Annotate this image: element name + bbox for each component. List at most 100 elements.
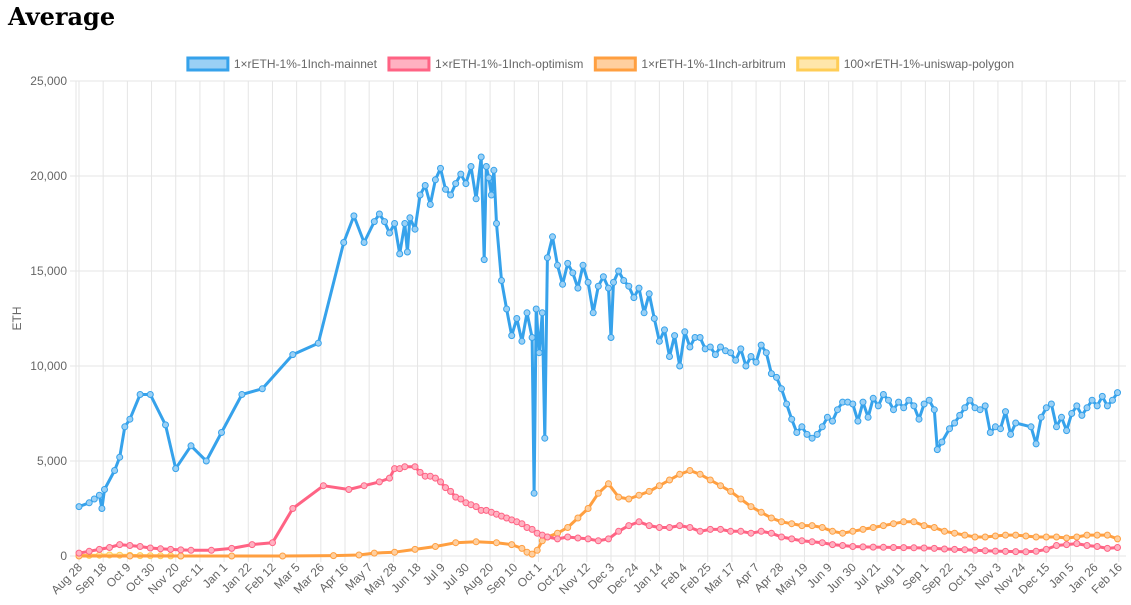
data-point [386, 229, 393, 237]
data-point [101, 486, 108, 493]
legend-label: 1×rETH-1%-1Inch-arbitrum [641, 57, 785, 71]
data-point [126, 552, 134, 560]
data-point [732, 356, 740, 364]
data-point [605, 480, 612, 488]
data-point [778, 533, 785, 541]
data-point [890, 520, 897, 528]
series-1 [75, 153, 1121, 512]
data-point [416, 191, 424, 199]
data-point [403, 248, 411, 256]
data-point [767, 514, 775, 522]
data-point [920, 522, 928, 530]
data-point [396, 250, 404, 258]
data-point [564, 524, 572, 531]
data-point [813, 430, 821, 438]
data-point [737, 527, 745, 535]
data-point [248, 541, 256, 549]
data-point [615, 493, 623, 501]
data-point [589, 309, 597, 317]
data-point [661, 326, 668, 334]
data-point [1063, 541, 1071, 549]
data-point [1093, 531, 1101, 539]
data-point [1109, 396, 1116, 404]
data-point [485, 174, 493, 182]
data-point [869, 394, 877, 402]
data-point [457, 170, 465, 178]
legend-swatch [593, 56, 637, 72]
data-point [523, 309, 531, 317]
data-point [696, 470, 704, 478]
data-point [75, 503, 83, 511]
legend-item[interactable]: 1×rETH-1%-1Inch-optimism [387, 56, 583, 72]
data-point [900, 544, 908, 552]
data-point [941, 527, 948, 535]
data-point [1022, 548, 1030, 556]
data-point [447, 487, 455, 495]
data-point [95, 491, 103, 499]
data-point [172, 465, 180, 473]
data-point [1083, 531, 1091, 539]
data-point [890, 406, 897, 414]
data-point [788, 415, 796, 423]
data-point [864, 413, 872, 421]
data-point [554, 261, 561, 269]
data-point [538, 309, 546, 317]
data-point [956, 411, 964, 419]
data-point [803, 430, 811, 438]
data-point [452, 180, 460, 188]
data-point [330, 552, 337, 560]
chart-series [75, 153, 1121, 560]
data-point [146, 391, 154, 398]
data-point [157, 545, 164, 553]
data-point [976, 406, 984, 414]
data-point [650, 315, 658, 322]
data-point [187, 546, 195, 554]
data-point [885, 396, 892, 404]
data-point [350, 212, 358, 220]
data-point [879, 391, 887, 398]
data-point [986, 429, 994, 436]
legend-item[interactable]: 1×rETH-1%-1Inch-arbitrum [593, 56, 786, 72]
data-point [849, 527, 857, 535]
data-point [930, 524, 938, 531]
data-point [635, 491, 643, 499]
data-point [793, 429, 801, 436]
series-line [78, 155, 1119, 510]
data-point [518, 520, 526, 528]
data-point [620, 277, 628, 284]
data-point [1032, 547, 1040, 555]
data-point [584, 278, 592, 286]
data-point [207, 546, 215, 554]
data-point [482, 163, 490, 170]
data-point [238, 391, 246, 398]
data-point [480, 256, 488, 264]
data-point [1002, 408, 1009, 416]
data-point [391, 220, 399, 227]
data-point [829, 417, 836, 425]
legend-item[interactable]: 1×rETH-1%-1Inch-mainnet [186, 56, 378, 72]
data-point [686, 467, 694, 474]
data-point [121, 423, 129, 431]
data-point [85, 547, 93, 555]
data-point [503, 305, 511, 313]
chart-legend[interactable]: 1×rETH-1%-1Inch-mainnet 1×rETH-1%-1Inch-o… [186, 56, 1014, 72]
data-point [666, 353, 673, 360]
legend-item[interactable]: 100×rETH-1%-uniswap-polygon [796, 56, 1014, 72]
data-point [981, 533, 989, 541]
data-point [528, 550, 536, 558]
data-point [543, 533, 551, 541]
data-point [599, 273, 607, 281]
data-point [508, 541, 516, 549]
data-point [472, 538, 480, 546]
data-point [1093, 402, 1101, 410]
data-point [767, 370, 775, 378]
y-tick-label: 25,000 [30, 74, 67, 88]
data-point [605, 284, 612, 292]
data-point [762, 349, 770, 357]
data-point [584, 505, 592, 512]
data-point [355, 551, 363, 559]
data-point [727, 349, 735, 357]
data-point [431, 543, 439, 550]
data-point [1002, 531, 1009, 539]
